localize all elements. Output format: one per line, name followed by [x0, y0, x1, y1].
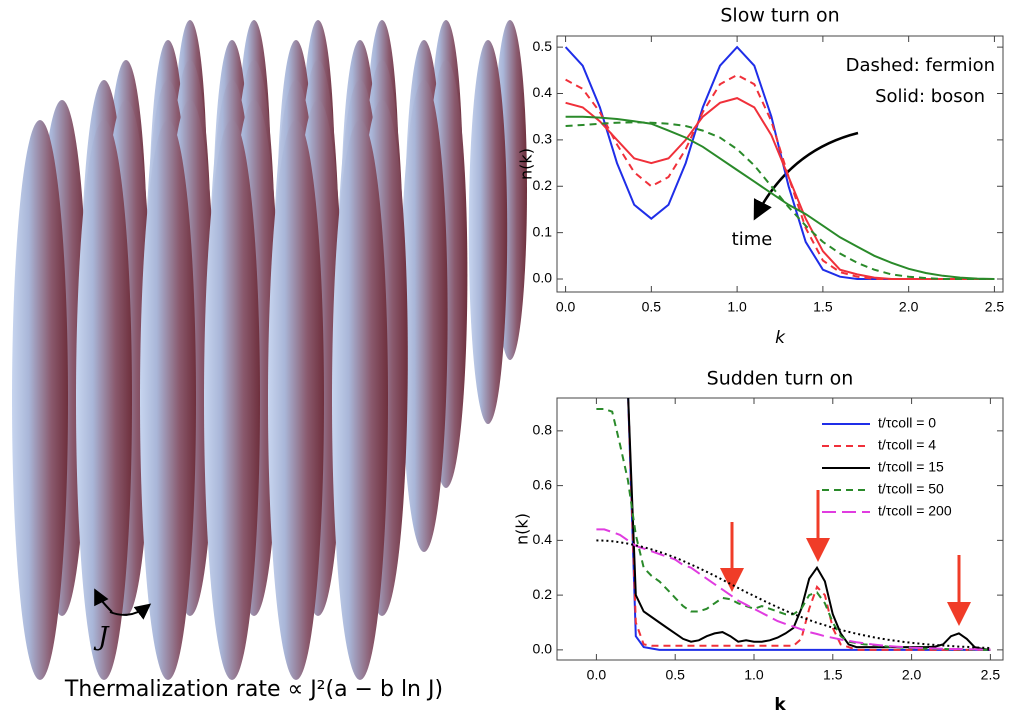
- y-tick-label: 0.6: [533, 476, 553, 492]
- y-tick-label: 0.0: [533, 270, 553, 286]
- y-tick-label: 0.8: [533, 422, 553, 438]
- line-series: [565, 97, 995, 280]
- plot-frame: [556, 397, 1004, 661]
- ellipsoid-lattice: [12, 20, 527, 680]
- ellipsoid: [12, 120, 68, 680]
- line-series: [627, 398, 991, 651]
- line-series: [596, 528, 991, 651]
- time-arrow: [753, 131, 859, 221]
- plot-area: [564, 45, 995, 280]
- y-axis-label: n(k): [517, 148, 536, 180]
- y-tick-label: 0.2: [533, 177, 553, 193]
- hop-arrow: [109, 603, 152, 620]
- plot-frame: [556, 35, 1004, 293]
- annotation: time: [732, 229, 773, 250]
- ellipsoid: [204, 120, 260, 680]
- x-tick-label: 1.0: [744, 667, 764, 683]
- y-tick-label: 0.0: [533, 641, 553, 657]
- line-series: [596, 408, 991, 651]
- ellipsoid: [332, 120, 388, 680]
- line-series: [596, 539, 991, 649]
- x-tick-label: 2.5: [985, 299, 1005, 315]
- x-tick-label: 2.0: [902, 667, 922, 683]
- legend-label: t/τcoll = 200: [878, 503, 952, 519]
- x-axis-label: k: [774, 695, 786, 715]
- hop-arrow: [94, 588, 113, 613]
- x-tick-label: 1.5: [813, 299, 833, 315]
- x-tick-label: 0.0: [587, 667, 607, 683]
- y-tick-label: 0.4: [533, 84, 553, 100]
- line-series: [564, 45, 995, 280]
- legend-label: t/τcoll = 50: [878, 481, 944, 497]
- x-axis-label: k: [775, 328, 786, 348]
- line-series: [565, 115, 995, 280]
- x-tick-label: 2.5: [981, 667, 1001, 683]
- annotation: Solid: boson: [875, 86, 985, 107]
- plot-area: [596, 398, 991, 651]
- y-tick-label: 0.2: [533, 586, 553, 602]
- line-series: [565, 73, 995, 280]
- hopping-label: J: [93, 622, 110, 652]
- y-tick-label: 0.1: [533, 223, 553, 239]
- ellipsoid: [76, 120, 132, 680]
- ellipsoid: [400, 80, 448, 552]
- y-tick-label: 0.3: [533, 131, 553, 147]
- line-series: [627, 398, 991, 651]
- annotation: Dashed: fermion: [846, 55, 995, 76]
- x-tick-label: 1.5: [823, 667, 843, 683]
- x-tick-label: 0.0: [556, 299, 576, 315]
- y-axis-label: n(k): [513, 513, 532, 545]
- line-series: [565, 121, 995, 280]
- x-tick-label: 0.5: [665, 667, 685, 683]
- ellipsoid: [468, 40, 508, 424]
- y-tick-label: 0.5: [533, 38, 553, 54]
- x-tick-label: 0.5: [642, 299, 662, 315]
- x-tick-label: 2.0: [899, 299, 919, 315]
- legend-label: t/τcoll = 15: [878, 459, 944, 475]
- caption: Thermalization rate ∝ J²(a − b ln J): [64, 677, 443, 702]
- legend-label: t/τcoll = 0: [878, 415, 936, 431]
- legend-label: t/τcoll = 4: [878, 437, 936, 453]
- x-tick-label: 1.0: [727, 299, 747, 315]
- y-tick-label: 0.4: [533, 531, 553, 547]
- ellipsoid: [140, 120, 196, 680]
- chart-title: Sudden turn on: [707, 368, 854, 390]
- chart-title: Slow turn on: [720, 5, 839, 27]
- ellipsoid: [268, 120, 324, 680]
